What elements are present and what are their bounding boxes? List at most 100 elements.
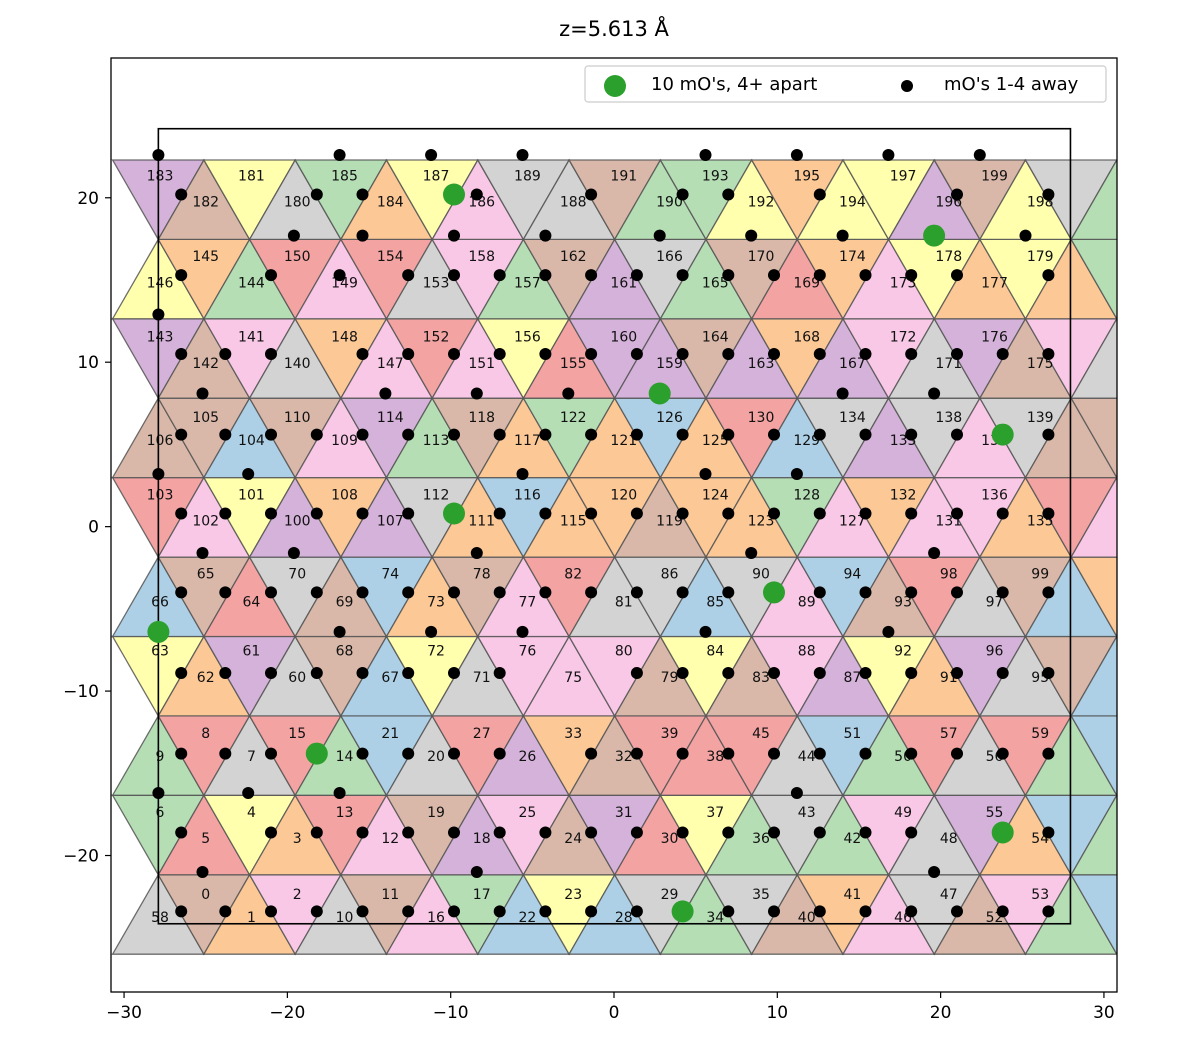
point-selected-mo [648, 382, 671, 405]
point-nearby-mo [310, 586, 323, 599]
point-nearby-mo [768, 269, 780, 282]
point-nearby-mo [722, 747, 735, 760]
point-nearby-mo [585, 826, 598, 839]
point-nearby-mo [242, 468, 255, 480]
triangle-label: 45 [752, 726, 770, 742]
triangle-label: 11 [381, 887, 399, 903]
triangle-label: 65 [197, 566, 215, 582]
y-tick-label: −10 [63, 682, 99, 702]
point-nearby-mo [699, 625, 712, 638]
point-nearby-mo [333, 269, 346, 282]
triangle-label: 191 [610, 168, 637, 184]
legend-box [584, 65, 1107, 103]
point-nearby-mo [493, 348, 506, 360]
triangle-label: 175 [1027, 356, 1054, 372]
point-nearby-mo [219, 507, 232, 520]
point-nearby-mo [265, 667, 277, 679]
triangle-label: 14 [336, 749, 354, 765]
point-nearby-mo [310, 826, 323, 839]
triangle-label: 184 [377, 195, 404, 211]
triangle-label: 37 [706, 805, 724, 821]
point-nearby-mo [859, 269, 872, 282]
triangle-label: 124 [702, 487, 729, 503]
triangle-label: 82 [564, 566, 582, 582]
point-nearby-mo [813, 348, 826, 360]
point-nearby-mo [630, 348, 643, 360]
triangle-label: 144 [238, 275, 265, 291]
point-nearby-mo [539, 507, 552, 520]
triangle-label: 87 [843, 670, 861, 686]
triangle-label: 177 [981, 275, 1008, 291]
point-nearby-mo [356, 428, 369, 441]
triangle-label: 140 [284, 356, 311, 372]
triangle-labels: 5801210111617222328293435404146475253654… [147, 168, 1054, 926]
point-nearby-mo [356, 586, 369, 599]
triangle-label: 63 [151, 644, 169, 660]
point-nearby-mo [722, 586, 735, 599]
point-nearby-mo [310, 507, 323, 520]
point-nearby-mo [630, 747, 643, 760]
point-nearby-mo [722, 428, 735, 441]
triangle-label: 5 [201, 831, 210, 847]
point-nearby-mo [448, 428, 460, 441]
triangle-label: 167 [839, 356, 866, 372]
point-nearby-mo [790, 468, 803, 480]
triangle-label: 165 [702, 275, 729, 291]
triangle-label: 62 [197, 670, 215, 686]
point-nearby-mo [356, 826, 369, 839]
legend-marker-large-green [604, 75, 626, 97]
point-nearby-mo [562, 387, 575, 400]
point-nearby-mo [676, 428, 689, 441]
triangle-label: 123 [748, 514, 775, 530]
point-nearby-mo [333, 625, 346, 638]
point-nearby-mo [859, 747, 872, 760]
point-nearby-mo [699, 149, 712, 161]
x-tick-label: 30 [1093, 1003, 1115, 1023]
point-nearby-mo [722, 507, 735, 520]
triangle-label: 139 [1027, 410, 1054, 426]
triangle-label: 111 [468, 514, 495, 530]
triangle-label: 58 [151, 910, 169, 926]
point-nearby-mo [928, 387, 941, 400]
point-nearby-mo [470, 547, 483, 559]
point-nearby-mo [516, 625, 529, 638]
triangle-label: 73 [427, 594, 445, 610]
triangle-label: 151 [468, 356, 495, 372]
triangle-label: 39 [661, 726, 679, 742]
chart-title: z=5.613 Å [559, 15, 669, 41]
point-nearby-mo [585, 188, 598, 201]
point-nearby-mo [425, 625, 438, 638]
point-nearby-mo [1042, 269, 1055, 282]
point-selected-mo [147, 620, 170, 643]
point-nearby-mo [745, 229, 758, 242]
y-tick-label: 0 [88, 518, 99, 538]
point-nearby-mo [1042, 667, 1055, 679]
point-nearby-mo [951, 428, 963, 441]
point-nearby-mo [676, 507, 689, 520]
point-nearby-mo [152, 468, 165, 480]
point-nearby-mo [745, 547, 758, 559]
triangle-label: 115 [560, 514, 587, 530]
point-nearby-mo [585, 905, 598, 918]
triangle-label: 23 [564, 887, 582, 903]
point-nearby-mo [402, 747, 415, 760]
triangle-label: 99 [1031, 566, 1049, 582]
triangle-label: 7 [247, 749, 256, 765]
y-tick-label: 20 [77, 189, 99, 209]
triangle-label: 176 [981, 330, 1008, 346]
point-nearby-mo [928, 547, 941, 559]
point-nearby-mo [928, 866, 941, 878]
point-nearby-mo [287, 229, 300, 242]
point-nearby-mo [175, 747, 188, 760]
point-nearby-mo [356, 348, 369, 360]
point-nearby-mo [882, 149, 895, 161]
point-nearby-mo [219, 348, 232, 360]
triangle-label: 148 [331, 330, 358, 346]
triangle-label: 155 [560, 356, 587, 372]
triangle-label: 32 [615, 749, 633, 765]
x-tick-label: −20 [269, 1003, 305, 1023]
triangle-label: 0 [201, 887, 210, 903]
point-nearby-mo [1042, 905, 1055, 918]
point-nearby-mo [152, 787, 165, 799]
